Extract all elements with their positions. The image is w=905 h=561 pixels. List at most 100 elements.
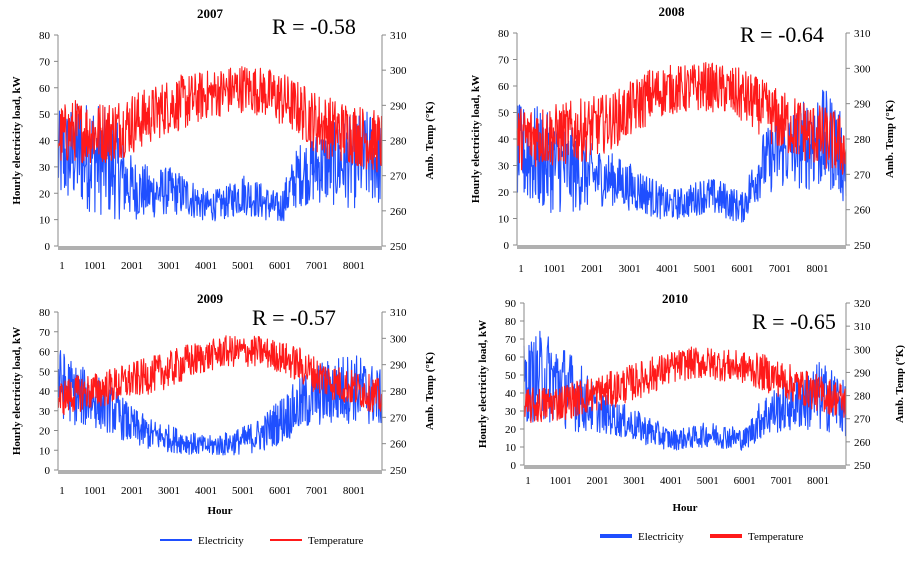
y-tick-label: 40 xyxy=(39,386,51,398)
x-tick-label: 2001 xyxy=(587,475,609,487)
y2-tick-label: 290 xyxy=(390,100,407,112)
y2-tick-label: 250 xyxy=(390,241,407,253)
y-tick-label: 50 xyxy=(39,366,51,378)
series-line-electricity xyxy=(57,350,383,456)
y-tick-label: 10 xyxy=(505,442,517,454)
y-tick-label: 70 xyxy=(498,55,510,67)
y2-tick-label: 290 xyxy=(854,99,871,111)
y2-axis-label: Amb. Temp (°K) xyxy=(424,352,436,430)
y-tick-label: 50 xyxy=(498,108,510,120)
y2-tick-label: 280 xyxy=(854,134,871,146)
y-tick-label: 30 xyxy=(39,406,51,418)
y-tick-label: 30 xyxy=(498,161,510,173)
y2-axis-label: Amb. Temp (°K) xyxy=(894,345,905,423)
x-tick-label: 7001 xyxy=(769,263,791,275)
x-tick-label: 2001 xyxy=(581,263,603,275)
y-tick-label: 0 xyxy=(504,240,510,252)
y-tick-label: 20 xyxy=(498,187,510,199)
x-tick-label: 1 xyxy=(59,485,65,497)
chart-panel-2009: 2009 R = -0.57 0 10 20 30 40 50 60 70 80 250 260 270 2… xyxy=(11,291,436,517)
x-tick-label: 4001 xyxy=(195,260,217,272)
y2-tick-label: 250 xyxy=(390,465,407,477)
y-tick-label: 20 xyxy=(39,188,51,200)
y-tick-label: 60 xyxy=(498,81,510,93)
legend-label: Electricity xyxy=(638,531,684,543)
y2-tick-label: 260 xyxy=(854,205,871,217)
y2-tick-label: 300 xyxy=(390,65,407,77)
x-tick-label: 1001 xyxy=(84,485,106,497)
x-tick-label: 6001 xyxy=(731,263,753,275)
y-tick-label: 0 xyxy=(45,241,51,253)
chart-panel-2010: 2010 R = -0.65 0 10 20 30 40 50 60 70 80 90 250 260 27… xyxy=(477,291,905,514)
x-tick-label: 2001 xyxy=(121,485,143,497)
chart-panel-2007: 2007 R = -0.58 0 10 20 30 40 50 60 70 80 250 260 270 2… xyxy=(11,6,436,272)
y2-tick-label: 280 xyxy=(854,391,871,403)
correlation-annotation: R = -0.58 xyxy=(272,14,356,39)
y-tick-label: 50 xyxy=(505,370,517,382)
series-line-temperature xyxy=(516,62,847,175)
x-tick-label: 1 xyxy=(518,263,524,275)
x-tick-label: 1 xyxy=(525,475,531,487)
legend: Electricity Temperature xyxy=(600,531,804,543)
y2-tick-label: 310 xyxy=(854,321,871,333)
y2-axis-label: Amb. Temp (°K) xyxy=(424,101,436,179)
y2-tick-label: 290 xyxy=(854,367,871,379)
y-tick-label: 20 xyxy=(39,426,51,438)
y-tick-label: 60 xyxy=(505,352,517,364)
y2-tick-label: 270 xyxy=(854,169,871,181)
x-tick-label: 1001 xyxy=(550,475,572,487)
x-tick-label: 4001 xyxy=(656,263,678,275)
y2-tick-label: 290 xyxy=(390,360,407,372)
y-tick-label: 80 xyxy=(39,307,51,319)
series-line-electricity xyxy=(516,89,847,223)
x-axis-baseline xyxy=(524,465,846,469)
x-tick-label: 4001 xyxy=(195,485,217,497)
correlation-annotation: R = -0.65 xyxy=(752,309,836,334)
chart-title: 2009 xyxy=(197,291,224,306)
y2-tick-label: 260 xyxy=(390,439,407,451)
x-tick-label: 1 xyxy=(59,260,65,272)
y-tick-label: 70 xyxy=(505,334,517,346)
y-axis-label: Hourly electricity load, kW xyxy=(11,76,23,204)
x-tick-label: 6001 xyxy=(734,475,756,487)
correlation-annotation: R = -0.57 xyxy=(252,305,336,330)
x-tick-label: 8001 xyxy=(806,263,828,275)
y-axis-label: Hourly electricity load, kW xyxy=(477,320,489,448)
chart-title: 2007 xyxy=(197,6,224,21)
x-tick-label: 3001 xyxy=(158,485,180,497)
y-tick-label: 0 xyxy=(45,465,51,477)
y2-tick-label: 270 xyxy=(854,414,871,426)
series-line-temperature xyxy=(523,346,847,423)
x-axis-baseline xyxy=(58,246,382,250)
y-tick-label: 80 xyxy=(505,316,517,328)
x-tick-label: 6001 xyxy=(269,485,291,497)
x-tick-label: 7001 xyxy=(770,475,792,487)
y2-tick-label: 250 xyxy=(854,460,871,472)
x-axis-label: Hour xyxy=(672,502,697,514)
x-tick-label: 8001 xyxy=(807,475,829,487)
y-axis-label: Hourly electricity load, kW xyxy=(11,327,23,455)
y-tick-label: 40 xyxy=(39,136,51,148)
legend-label: Electricity xyxy=(198,535,244,547)
x-axis-baseline xyxy=(517,245,846,249)
x-tick-label: 6001 xyxy=(269,260,291,272)
y2-tick-label: 270 xyxy=(390,412,407,424)
y2-axis-label: Amb. Temp (°K) xyxy=(884,100,896,178)
correlation-annotation: R = -0.64 xyxy=(740,22,824,47)
y-tick-label: 40 xyxy=(498,134,510,146)
x-tick-label: 5001 xyxy=(694,263,716,275)
y-axis-label: Hourly electricity load, kW xyxy=(470,75,482,203)
x-tick-label: 8001 xyxy=(343,260,365,272)
y2-tick-label: 300 xyxy=(854,63,871,75)
x-tick-label: 5001 xyxy=(697,475,719,487)
x-tick-label: 3001 xyxy=(619,263,641,275)
y-tick-label: 60 xyxy=(39,347,51,359)
y2-tick-label: 300 xyxy=(854,344,871,356)
y-tick-label: 10 xyxy=(498,214,510,226)
y-tick-label: 50 xyxy=(39,109,51,121)
x-tick-label: 7001 xyxy=(306,260,328,272)
y-tick-label: 70 xyxy=(39,327,51,339)
y2-tick-label: 250 xyxy=(854,240,871,252)
x-tick-label: 8001 xyxy=(343,485,365,497)
